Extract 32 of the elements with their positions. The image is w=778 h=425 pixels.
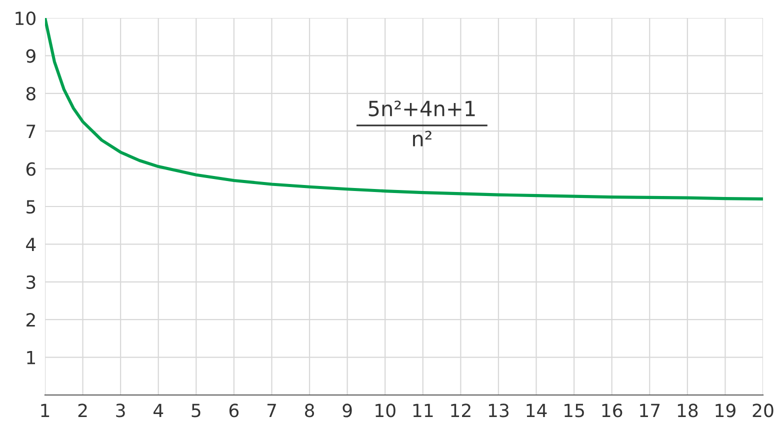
x-tick-label: 19: [716, 404, 736, 418]
x-tick-label: 8: [305, 404, 314, 418]
x-tick-label: 6: [229, 404, 239, 418]
x-tick-label: 17: [640, 404, 660, 418]
annotation: n²: [413, 130, 432, 146]
x-tick-label: 7: [267, 404, 276, 418]
x-tick-label: 15: [564, 404, 584, 418]
y-tick-label: 9: [26, 49, 36, 63]
x-tick-label: 11: [413, 404, 433, 418]
x-tick-label: 9: [342, 404, 352, 418]
y-tick-label: 5: [26, 200, 36, 214]
x-tick-label: 1: [41, 404, 50, 418]
x-tick-label: 3: [116, 404, 125, 418]
y-tick-label: 2: [26, 313, 35, 326]
y-tick-label: 6: [26, 162, 36, 176]
x-tick-label: 12: [451, 404, 470, 418]
x-tick-label: 2: [78, 404, 87, 418]
y-tick-label: 7: [26, 124, 36, 138]
x-tick-label: 20: [752, 404, 774, 418]
x-tick-label: 5: [192, 404, 200, 418]
y-tick-label: 8: [26, 86, 36, 101]
x-tick-label: 10: [376, 404, 396, 418]
y-tick-label: 10: [16, 11, 36, 26]
x-tick-label: 13: [488, 404, 509, 418]
annotation: 5n²+4n+1: [368, 100, 475, 116]
x-tick-label: 14: [526, 404, 547, 418]
x-tick-label: 16: [602, 404, 622, 418]
y-tick-label: 4: [26, 238, 36, 252]
x-tick-label: 4: [154, 404, 164, 418]
y-tick-label: 1: [27, 350, 35, 364]
y-tick-label: 3: [26, 275, 36, 290]
x-tick-label: 18: [678, 404, 698, 418]
